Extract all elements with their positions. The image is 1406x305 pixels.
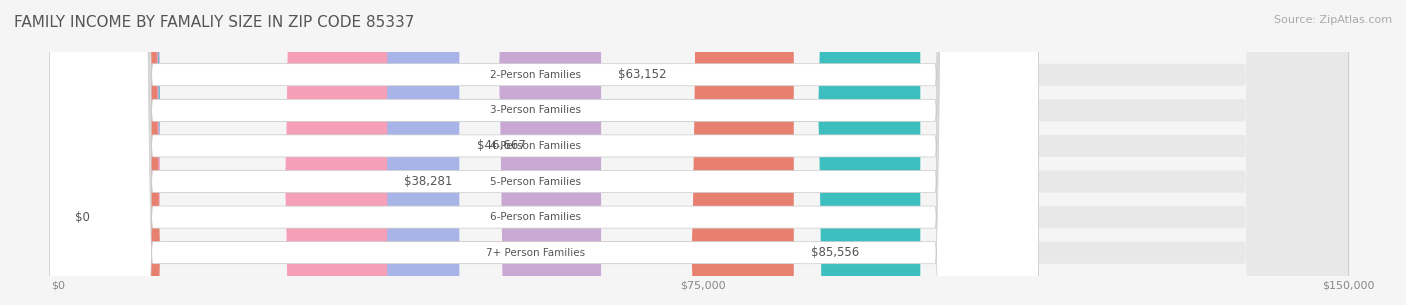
Text: $63,152: $63,152	[619, 68, 666, 81]
FancyBboxPatch shape	[58, 0, 921, 305]
FancyBboxPatch shape	[58, 0, 387, 305]
FancyBboxPatch shape	[49, 0, 1039, 305]
Text: 3-Person Families: 3-Person Families	[489, 105, 581, 115]
FancyBboxPatch shape	[58, 0, 1348, 305]
Text: 4-Person Families: 4-Person Families	[489, 141, 581, 151]
FancyBboxPatch shape	[49, 0, 1039, 305]
FancyBboxPatch shape	[49, 0, 1039, 305]
FancyBboxPatch shape	[49, 0, 1039, 305]
Text: 6-Person Families: 6-Person Families	[489, 212, 581, 222]
FancyBboxPatch shape	[58, 0, 1348, 305]
Text: 2-Person Families: 2-Person Families	[489, 70, 581, 80]
FancyBboxPatch shape	[58, 0, 602, 305]
FancyBboxPatch shape	[49, 0, 1039, 305]
Text: $100,268: $100,268	[848, 104, 903, 117]
FancyBboxPatch shape	[58, 0, 1348, 305]
Text: $0: $0	[75, 211, 90, 224]
Text: $46,667: $46,667	[477, 139, 526, 152]
Text: 5-Person Families: 5-Person Families	[489, 177, 581, 187]
Text: Source: ZipAtlas.com: Source: ZipAtlas.com	[1274, 15, 1392, 25]
FancyBboxPatch shape	[58, 0, 1348, 305]
FancyBboxPatch shape	[58, 0, 794, 305]
Text: $85,556: $85,556	[811, 246, 859, 259]
FancyBboxPatch shape	[49, 0, 1039, 305]
FancyBboxPatch shape	[58, 0, 1348, 305]
FancyBboxPatch shape	[58, 0, 1348, 305]
Text: FAMILY INCOME BY FAMALIY SIZE IN ZIP CODE 85337: FAMILY INCOME BY FAMALIY SIZE IN ZIP COD…	[14, 15, 415, 30]
FancyBboxPatch shape	[58, 0, 460, 305]
Text: $38,281: $38,281	[405, 175, 453, 188]
Text: 7+ Person Families: 7+ Person Families	[485, 248, 585, 258]
